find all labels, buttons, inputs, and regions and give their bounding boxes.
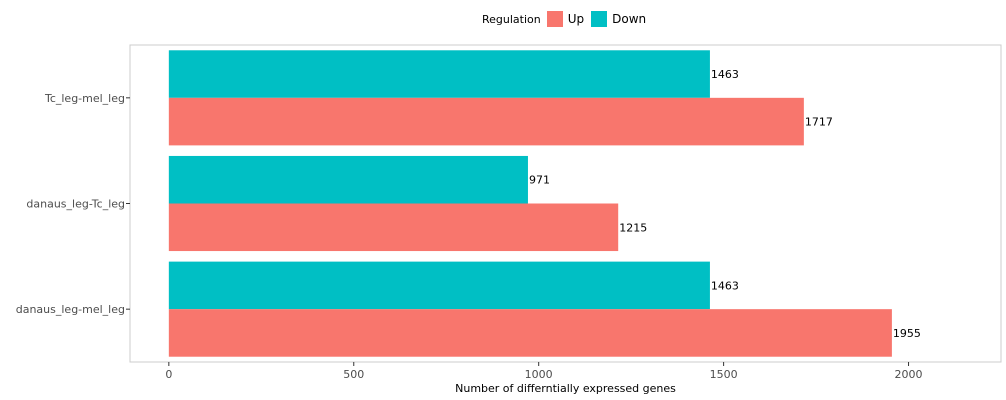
x-tick-label: 1000: [525, 368, 553, 381]
legend-swatch-up: [546, 11, 563, 27]
legend-title: Regulation: [482, 12, 541, 26]
legend: Regulation Up Down: [482, 10, 653, 28]
x-tick-label: 500: [343, 368, 364, 381]
data-label: 1955: [893, 327, 921, 340]
legend-label-up: Up: [567, 12, 585, 26]
bar-down: [168, 155, 528, 204]
x-tick-label: 0: [165, 368, 172, 381]
bar-up: [168, 203, 619, 252]
x-tick-label: 1500: [710, 368, 738, 381]
data-label: 971: [529, 174, 550, 187]
bar-down: [168, 50, 710, 98]
legend-label-down: Down: [612, 12, 647, 26]
data-label: 1463: [711, 279, 739, 292]
x-axis-label: Number of differntially expressed genes: [455, 382, 676, 395]
data-label: 1215: [619, 221, 647, 234]
legend-swatch-down: [591, 11, 608, 27]
x-tick-label: 2000: [895, 368, 923, 381]
y-tick-label: danaus_leg-mel_leg: [16, 303, 125, 316]
data-label: 1717: [805, 116, 833, 129]
y-tick-label: danaus_leg-Tc_leg: [26, 198, 125, 211]
data-label: 1463: [711, 68, 739, 81]
bar-down: [168, 261, 710, 310]
bar-up: [168, 309, 892, 357]
y-tick-label: Tc_leg-mel_leg: [44, 92, 125, 105]
bar-up: [168, 97, 804, 146]
